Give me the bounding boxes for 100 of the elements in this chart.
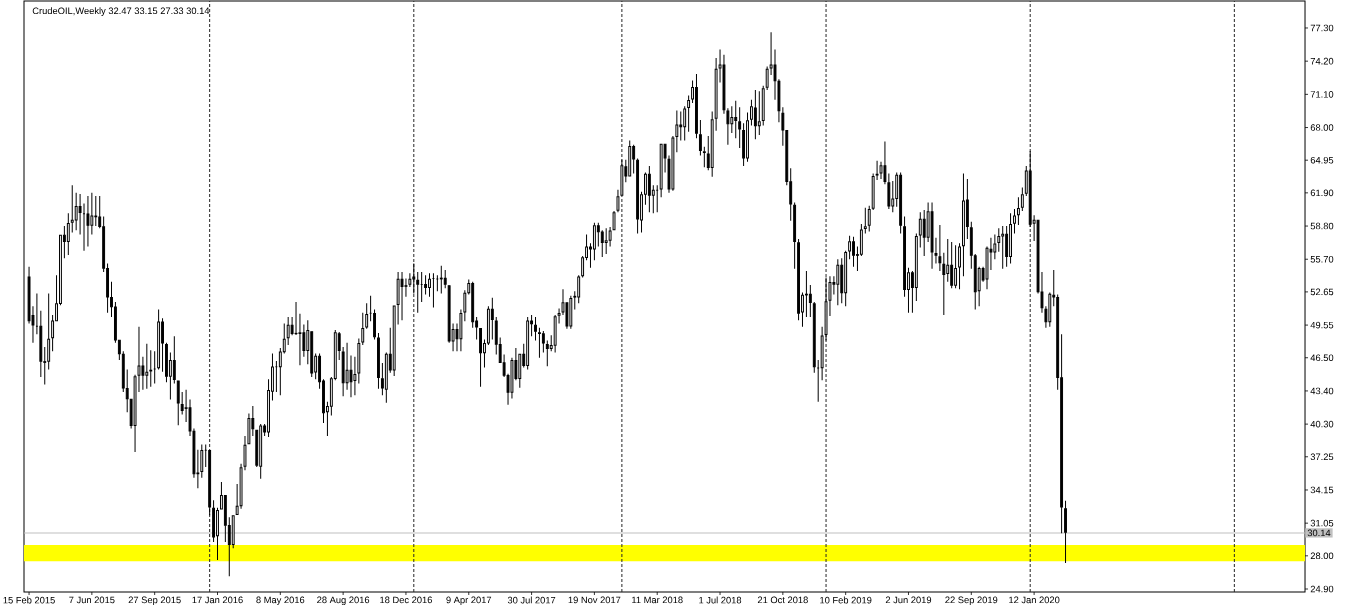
candlestick xyxy=(286,316,290,346)
candlestick xyxy=(659,143,663,198)
candlestick xyxy=(742,122,746,167)
candlestick xyxy=(808,284,812,318)
candlestick xyxy=(86,195,90,247)
text: CrudeOIL,Weekly 32.47 33.15 27.33 30.14 xyxy=(32,7,210,16)
candlestick xyxy=(628,139,632,177)
candlestick xyxy=(141,356,145,391)
x-tick-label: 11 Mar 2018 xyxy=(632,596,683,604)
candlestick xyxy=(400,271,404,321)
candlestick xyxy=(310,331,314,378)
candlestick xyxy=(612,210,616,231)
candlestick xyxy=(942,252,946,316)
candlestick xyxy=(78,193,82,236)
candlestick xyxy=(534,316,537,342)
x-tick-label: 19 Nov 2017 xyxy=(568,596,621,604)
candlestick xyxy=(157,309,161,371)
candlestick xyxy=(145,343,149,390)
candlestick xyxy=(490,297,494,341)
candlestick xyxy=(930,201,934,270)
candlestick xyxy=(149,349,153,388)
candlestick xyxy=(247,412,251,445)
candlestick xyxy=(208,450,212,516)
x-tick-label: 27 Sep 2015 xyxy=(128,596,181,606)
candlestick xyxy=(903,215,906,298)
candlestick xyxy=(730,105,734,134)
candlestick xyxy=(938,224,942,272)
candlestick xyxy=(365,302,369,330)
candlestick xyxy=(349,355,353,398)
candlestick xyxy=(549,334,553,352)
candlestick xyxy=(384,351,388,404)
candlestick xyxy=(687,94,691,133)
candlestick xyxy=(479,327,482,388)
candlestick xyxy=(553,314,557,353)
candlestick xyxy=(66,212,70,256)
candlestick xyxy=(962,173,965,277)
y-tick-label: 55.70 xyxy=(1310,255,1334,263)
candlestick xyxy=(408,272,412,288)
candlestick xyxy=(231,515,235,549)
candlestick xyxy=(361,312,365,346)
x-tick-label: 21 Oct 2018 xyxy=(757,596,808,604)
y-tick-label: 52.65 xyxy=(1310,288,1334,296)
y-tick-label: 43.40 xyxy=(1310,387,1334,395)
x-tick-label: 22 Sep 2019 xyxy=(945,596,998,606)
candlestick xyxy=(416,271,420,314)
candlestick xyxy=(922,209,926,257)
x-tick-label: 7 Jun 2015 xyxy=(69,596,115,604)
y-tick-label: 37.25 xyxy=(1310,453,1334,461)
y-tick-label: 28.00 xyxy=(1310,552,1334,560)
y-tick-label: 77.30 xyxy=(1310,24,1334,32)
candlestick xyxy=(946,238,950,283)
candlestick xyxy=(753,89,757,140)
x-tick-label: 30 Jul 2017 xyxy=(507,596,556,604)
candlestick xyxy=(439,265,443,294)
y-tick-label: 71.10 xyxy=(1310,91,1334,98)
candlestick xyxy=(27,266,31,324)
candlestick xyxy=(1005,225,1009,268)
candlestick xyxy=(424,274,428,296)
y-tick-label: 58.80 xyxy=(1310,222,1334,230)
candlestick xyxy=(255,429,259,468)
y-tick-label: 34.15 xyxy=(1310,486,1334,494)
candlestick xyxy=(879,161,883,180)
x-tick-label: 28 Aug 2016 xyxy=(317,596,370,606)
candlestick xyxy=(357,337,361,384)
ref-line-label: 30.14 xyxy=(1307,529,1331,537)
x-tick-label: 8 May 2016 xyxy=(256,596,305,606)
candlestick xyxy=(604,227,608,255)
candlestick xyxy=(734,100,738,139)
candlestick xyxy=(223,494,227,543)
y-tick-label: 64.95 xyxy=(1310,156,1334,164)
candlestick xyxy=(793,201,797,270)
y-tick-label: 46.50 xyxy=(1310,354,1334,362)
y-tick-label: 24.90 xyxy=(1310,585,1334,593)
candlestick xyxy=(392,305,396,377)
x-tick-label: 18 Dec 2016 xyxy=(380,596,432,604)
x-tick-label: 10 Feb 2019 xyxy=(820,596,872,604)
y-tick-label: 31.05 xyxy=(1310,519,1334,527)
candlestick xyxy=(997,227,1001,253)
x-tick-label: 1 Jul 2018 xyxy=(699,596,742,604)
candlestick xyxy=(804,270,808,318)
x-tick-label: 17 Jan 2016 xyxy=(192,596,243,604)
candlestick xyxy=(1048,291,1052,328)
candlestick xyxy=(1001,225,1005,270)
candlestick xyxy=(176,380,180,426)
x-tick-label: 9 Apr 2017 xyxy=(446,596,492,606)
candlestick xyxy=(428,272,431,298)
candlestick xyxy=(710,110,714,178)
candlestick xyxy=(200,443,204,479)
candlestick xyxy=(918,211,922,248)
candlestick xyxy=(47,293,51,371)
x-tick-label: 15 Feb 2015 xyxy=(3,596,55,604)
y-tick-label: 68.00 xyxy=(1310,124,1334,131)
candlestick xyxy=(620,159,624,196)
candlestick xyxy=(39,310,43,378)
candlestick xyxy=(1009,212,1012,265)
candlestick xyxy=(738,106,742,149)
y-tick-label: 49.55 xyxy=(1310,321,1334,329)
candlestick xyxy=(695,73,698,139)
x-tick-label: 12 Jan 2020 xyxy=(1009,596,1060,604)
y-tick-label: 61.90 xyxy=(1310,189,1334,197)
